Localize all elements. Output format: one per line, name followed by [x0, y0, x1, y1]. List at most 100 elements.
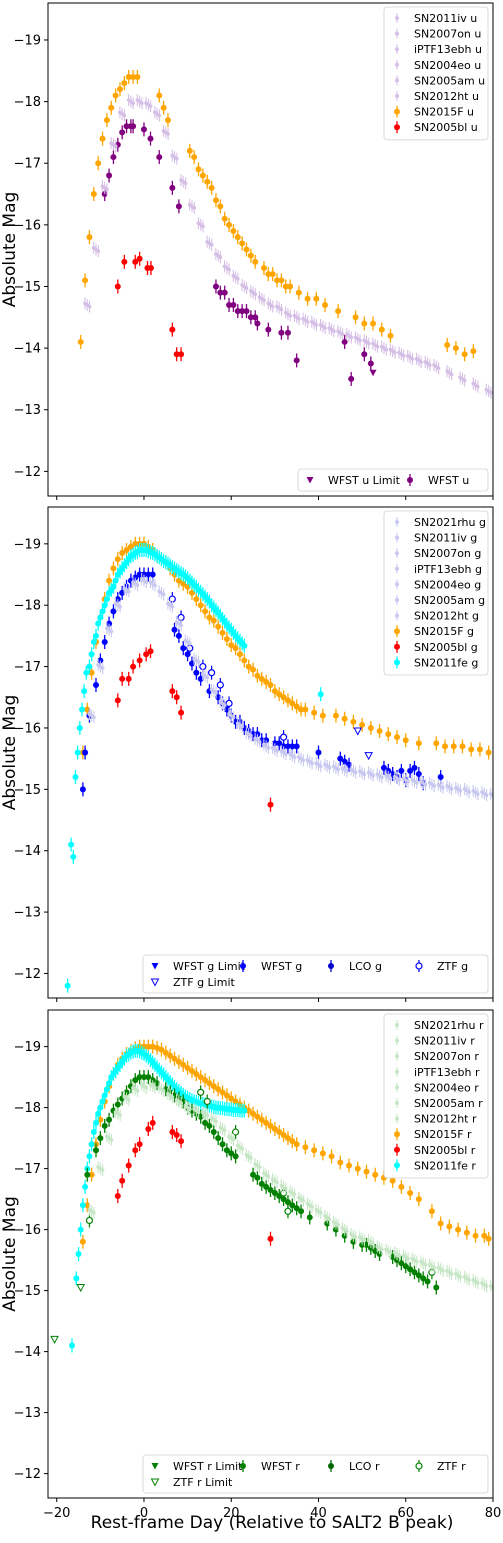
data-point — [258, 1180, 265, 1187]
data-point — [215, 694, 222, 701]
data-point — [79, 706, 86, 713]
data-point — [118, 605, 122, 609]
data-point — [169, 1129, 176, 1135]
data-point — [209, 243, 214, 247]
data-point — [332, 329, 336, 334]
data-point — [376, 728, 383, 735]
data-point — [367, 360, 374, 367]
data-point — [114, 596, 121, 603]
data-point — [208, 184, 215, 191]
data-point — [119, 129, 126, 136]
data-point — [467, 1278, 471, 1282]
data-point — [336, 1223, 341, 1227]
data-point — [90, 191, 97, 198]
data-point — [340, 332, 345, 337]
data-point — [119, 550, 126, 557]
series-comparison-u — [83, 94, 493, 399]
data-point — [284, 697, 291, 704]
legend-label: WFST r Limit — [173, 1460, 243, 1473]
data-point — [143, 651, 150, 658]
data-point — [335, 308, 342, 315]
data-point — [293, 357, 300, 364]
legend-top: SN2021rhu r SN2011iv r SN2007on r iPTF13ebh… — [383, 1013, 489, 1179]
data-point — [140, 1043, 147, 1050]
limit-marker — [369, 369, 377, 377]
data-point — [402, 1263, 409, 1270]
legend-label: SN2005am g — [414, 594, 485, 607]
data-point — [121, 80, 128, 87]
data-point — [271, 304, 275, 309]
data-point — [106, 172, 113, 179]
data-point — [100, 1168, 105, 1172]
legend-entry: SN2004eo g — [395, 578, 481, 591]
data-point — [341, 758, 348, 765]
legend-label: SN2011fe r — [414, 1159, 476, 1172]
data-point — [310, 1205, 314, 1209]
data-point — [315, 749, 322, 756]
y-tick-label: −18 — [14, 1101, 41, 1116]
data-point — [72, 774, 79, 781]
data-point — [371, 1241, 375, 1246]
legend-label: SN2012ht u — [414, 90, 479, 103]
data-point — [266, 1174, 271, 1179]
data-point — [195, 166, 202, 173]
legend-bottom: WFST r Limit WFST r LCO r ZTF r ZTF r Limit — [142, 1454, 489, 1494]
data-point — [485, 1235, 492, 1242]
data-point — [144, 580, 149, 585]
data-point — [327, 765, 332, 770]
legend-label: LCO r — [349, 1460, 380, 1473]
data-point — [175, 156, 179, 161]
data-point — [354, 1165, 361, 1172]
series-sn2011fe-g — [64, 542, 324, 993]
legend-label: iPTF13ebh r — [414, 1066, 480, 1079]
data-point — [183, 181, 188, 186]
series-sn2011fe-r — [68, 1043, 248, 1353]
data-point — [97, 1135, 104, 1142]
legend-label: WFST u Limit — [328, 474, 401, 487]
data-point — [153, 1086, 157, 1090]
data-point — [476, 792, 480, 796]
data-point — [293, 1141, 300, 1148]
legend-label: ZTF g Limit — [173, 976, 236, 989]
data-point — [406, 779, 410, 784]
data-point — [411, 1269, 418, 1276]
data-point — [84, 1171, 91, 1178]
data-point — [262, 298, 266, 303]
data-point — [280, 743, 287, 750]
data-point — [145, 1074, 152, 1081]
data-point — [232, 1153, 239, 1160]
data-point — [254, 731, 261, 738]
y-axis-label: Absolute Mag — [0, 695, 20, 811]
legend-label: WFST u — [428, 474, 469, 487]
data-point — [289, 743, 296, 750]
data-point — [341, 338, 348, 345]
data-point — [398, 1260, 405, 1267]
data-point — [348, 375, 355, 382]
data-point — [228, 1095, 235, 1102]
data-point — [289, 700, 296, 707]
data-point — [484, 793, 489, 798]
data-point — [87, 304, 92, 309]
data-point — [113, 144, 118, 149]
data-point — [197, 602, 204, 609]
data-point — [263, 1183, 270, 1190]
data-point — [494, 795, 498, 799]
data-point — [121, 258, 128, 265]
data-point — [131, 101, 135, 105]
data-point — [352, 314, 359, 321]
data-point — [298, 706, 305, 713]
legend-entry: SN2007on u — [395, 28, 481, 41]
data-point — [205, 1113, 210, 1118]
data-point — [402, 737, 409, 744]
data-point — [149, 1119, 156, 1126]
data-point — [407, 1266, 414, 1273]
data-point — [196, 1110, 201, 1115]
data-point — [125, 675, 132, 682]
data-point — [328, 1153, 335, 1160]
y-tick-label: −17 — [14, 1162, 41, 1177]
data-point — [216, 681, 224, 689]
data-point — [282, 283, 289, 290]
data-point — [70, 853, 77, 860]
data-point — [468, 746, 475, 753]
data-point — [389, 1177, 396, 1184]
